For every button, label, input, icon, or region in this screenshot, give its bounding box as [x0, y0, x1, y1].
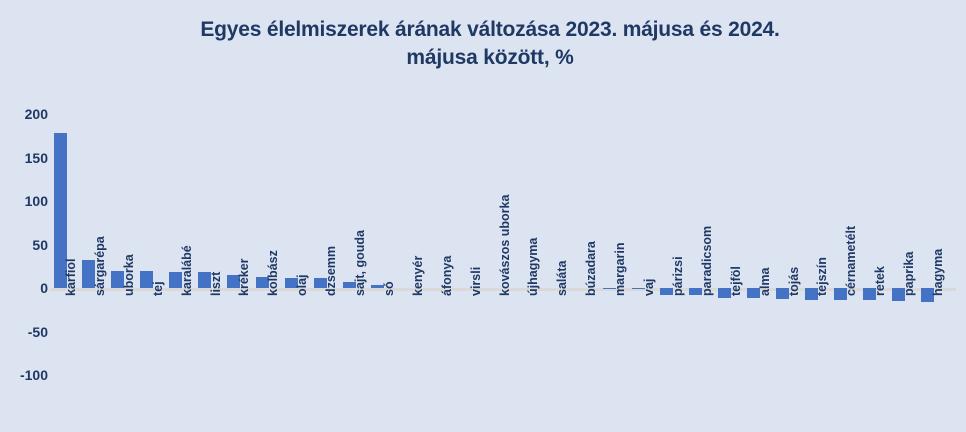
- y-axis-tick-label: -50: [27, 323, 48, 340]
- x-axis-category-label: paradicsom: [699, 225, 714, 296]
- bar: [198, 272, 211, 288]
- x-axis-category-label: olaj: [295, 274, 310, 296]
- x-axis-category-label: sárgarépa: [92, 236, 107, 296]
- x-axis-category-label: tej: [150, 281, 165, 296]
- x-axis-category-label: uborka: [121, 254, 136, 296]
- y-axis-tick-label: 200: [24, 106, 48, 122]
- x-axis-category-label: dzsemm: [324, 245, 339, 296]
- x-axis-category-label: karalábé: [179, 245, 194, 296]
- x-axis-category-label: virsli: [468, 266, 483, 296]
- zero-axis-line: [50, 288, 956, 291]
- bar: [920, 288, 934, 302]
- chart-title-line-1: Egyes élelmiszerek árának változása 2023…: [200, 18, 780, 41]
- y-axis: 200 150 100 50 0 -50 -100: [0, 100, 48, 390]
- bar: [169, 272, 183, 288]
- x-axis-category-label: kenyér: [410, 255, 425, 296]
- bar: [776, 288, 789, 300]
- x-axis-category-label: búzadara: [584, 241, 599, 296]
- bar: [140, 271, 154, 288]
- x-axis-category-label: tejszín: [815, 257, 830, 296]
- bar: [255, 276, 269, 288]
- chart-title-line-2: májusa között, %: [406, 45, 574, 69]
- bar: [718, 288, 732, 298]
- bar: [660, 288, 674, 295]
- bar: [82, 260, 96, 288]
- bar: [53, 133, 67, 288]
- bar: [862, 288, 876, 301]
- bar: [371, 285, 385, 288]
- x-axis-category-label: tojás: [786, 266, 801, 296]
- x-axis-category-label: kovászos uborka: [497, 194, 512, 296]
- x-axis-category-label: cérnametélt: [844, 225, 859, 296]
- x-axis-category-label: áfonya: [439, 255, 454, 296]
- y-axis-tick-label: 50: [32, 236, 48, 253]
- x-axis-category-label: margarin: [613, 242, 628, 297]
- x-axis-category-label: alma: [757, 267, 772, 297]
- bar: [342, 281, 356, 288]
- bar: [226, 274, 240, 288]
- x-axis-category-label: liszt: [208, 271, 223, 296]
- x-axis-category-label: saláta: [555, 260, 570, 296]
- bar: [689, 288, 703, 295]
- bar: [833, 288, 847, 301]
- y-axis-tick-label: 100: [24, 193, 48, 209]
- bar: [313, 278, 327, 288]
- x-axis-category-label: párizsi: [670, 256, 685, 296]
- bar: [891, 288, 905, 302]
- x-axis-category-label: sajt, gouda: [353, 230, 367, 296]
- y-axis-tick-label: -100: [19, 367, 48, 383]
- chart-title: Egyes élelmiszerek árának változása 2023…: [120, 16, 860, 72]
- x-axis-category-label: paprika: [902, 251, 917, 296]
- x-axis-category-label: újhagyma: [526, 237, 541, 296]
- bar: [804, 288, 818, 301]
- x-axis-category-label: hagyma: [931, 248, 945, 296]
- bar: [631, 288, 645, 289]
- bar: [111, 271, 125, 288]
- bar: [284, 277, 298, 288]
- x-axis-category-label: karfiol: [64, 258, 78, 296]
- x-axis-category-label: retek: [873, 266, 888, 296]
- x-axis-category-label: vaj: [642, 278, 656, 296]
- bar: [747, 288, 761, 299]
- bar: [602, 288, 616, 289]
- x-axis-category-label: kréker: [237, 258, 252, 296]
- x-axis-category-label: só: [381, 281, 396, 296]
- y-axis-tick-label: 0: [40, 280, 48, 296]
- y-axis-tick-label: 150: [24, 149, 48, 166]
- x-axis-category-label: tejföl: [728, 266, 743, 296]
- x-axis-category-label: kolbász: [266, 250, 281, 296]
